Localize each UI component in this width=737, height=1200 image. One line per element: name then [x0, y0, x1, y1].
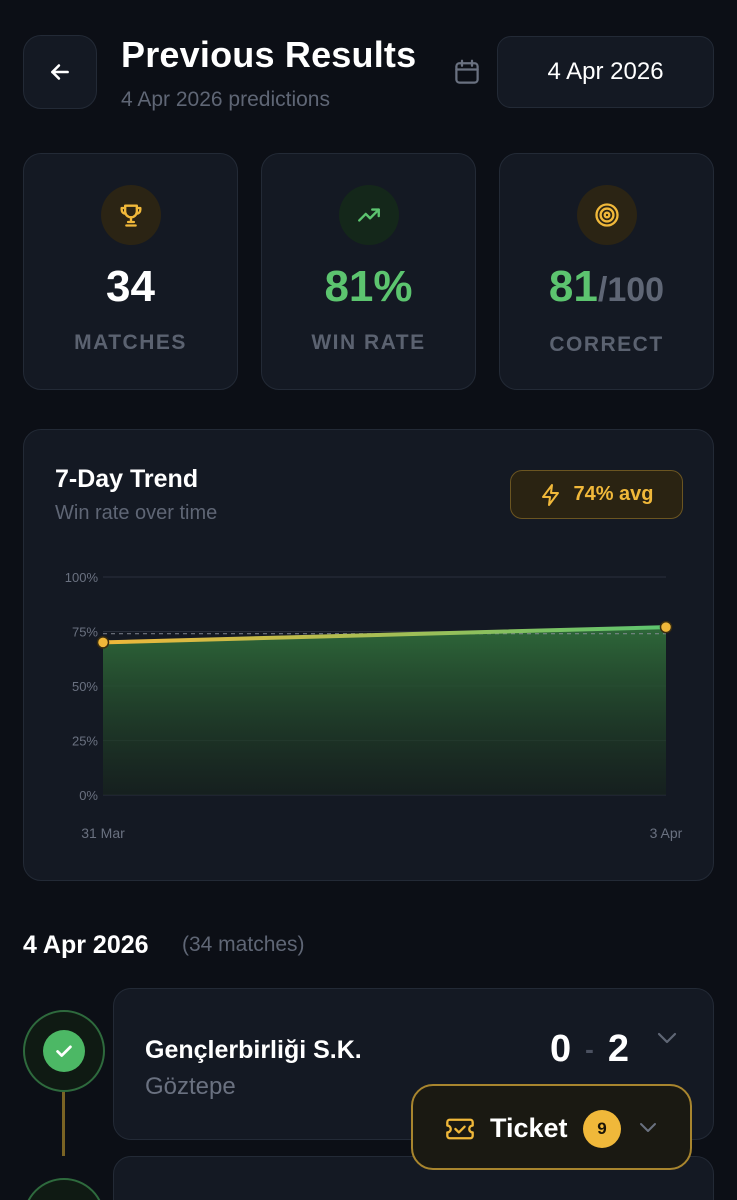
win-rate-label: WIN RATE: [311, 331, 426, 354]
y-tick-label: 100%: [65, 570, 99, 585]
chevron-down-icon: [640, 1123, 656, 1132]
away-team: Göztepe: [145, 1073, 236, 1100]
x-tick-label: 31 Mar: [81, 825, 125, 841]
match-status-indicator: [23, 1010, 105, 1092]
away-score: 2: [607, 1028, 629, 1070]
trend-chart: 100% 75% 50% 25% 0% 31 Mar 3 Apr: [65, 570, 683, 841]
trend-subtitle: Win rate over time: [55, 502, 218, 524]
trend-line: [101, 625, 668, 645]
x-tick-label: 3 Apr: [650, 825, 683, 841]
lightning-icon: [542, 483, 560, 506]
data-point: [96, 636, 110, 649]
average-badge: 74% avg: [510, 470, 683, 519]
matches-label: MATCHES: [74, 331, 187, 354]
trophy-icon: [100, 185, 161, 245]
trending-up-icon: [338, 185, 399, 245]
trend-card: 7-Day Trend Win rate over time 74% avg 1…: [23, 429, 714, 881]
score-separator: -: [585, 1034, 594, 1064]
ticket-icon: [446, 1118, 474, 1140]
date-picker-button[interactable]: 4 Apr 2026: [497, 36, 714, 108]
y-tick-label: 75%: [72, 625, 98, 640]
stat-card-correct: 81/100 CORRECT: [499, 153, 714, 390]
home-team: Gençlerbirliği S.K.: [145, 1036, 362, 1064]
data-point: [659, 620, 673, 634]
correct-value: 81/100: [500, 262, 713, 312]
stat-card-win-rate: 81% WIN RATE: [261, 153, 476, 390]
average-value: 74% avg: [573, 483, 654, 505]
timeline-connector: [62, 1092, 65, 1156]
stat-card-matches: 34 MATCHES: [23, 153, 238, 390]
section-match-count: (34 matches): [182, 933, 305, 956]
back-button[interactable]: [23, 35, 97, 109]
match-score: 0 - 2: [550, 1028, 629, 1071]
matches-count: 34: [106, 262, 155, 311]
correct-total: /100: [597, 271, 665, 309]
trend-area: [103, 627, 666, 795]
calendar-icon[interactable]: [452, 57, 482, 87]
section-date: 4 Apr 2026: [23, 931, 149, 959]
check-icon: [43, 1030, 85, 1072]
page-title: Previous Results: [121, 34, 417, 75]
y-tick-label: 25%: [72, 734, 98, 749]
ticket-count-badge: 9: [583, 1110, 621, 1148]
match-status-indicator: [23, 1178, 105, 1200]
y-tick-label: 50%: [72, 679, 98, 694]
ticket-button[interactable]: Ticket 9: [411, 1084, 692, 1170]
home-score: 0: [550, 1028, 572, 1070]
correct-label: CORRECT: [549, 333, 664, 356]
win-rate-value: 81%: [324, 262, 413, 311]
chevron-down-icon[interactable]: [655, 1029, 679, 1047]
arrow-left-icon: [51, 64, 69, 80]
y-tick-label: 0%: [79, 788, 98, 803]
correct-count: 81: [548, 262, 598, 311]
target-icon: [576, 185, 637, 245]
ticket-label: Ticket: [490, 1113, 568, 1143]
page-subtitle: 4 Apr 2026 predictions: [121, 88, 330, 111]
trend-title: 7-Day Trend: [55, 465, 199, 493]
